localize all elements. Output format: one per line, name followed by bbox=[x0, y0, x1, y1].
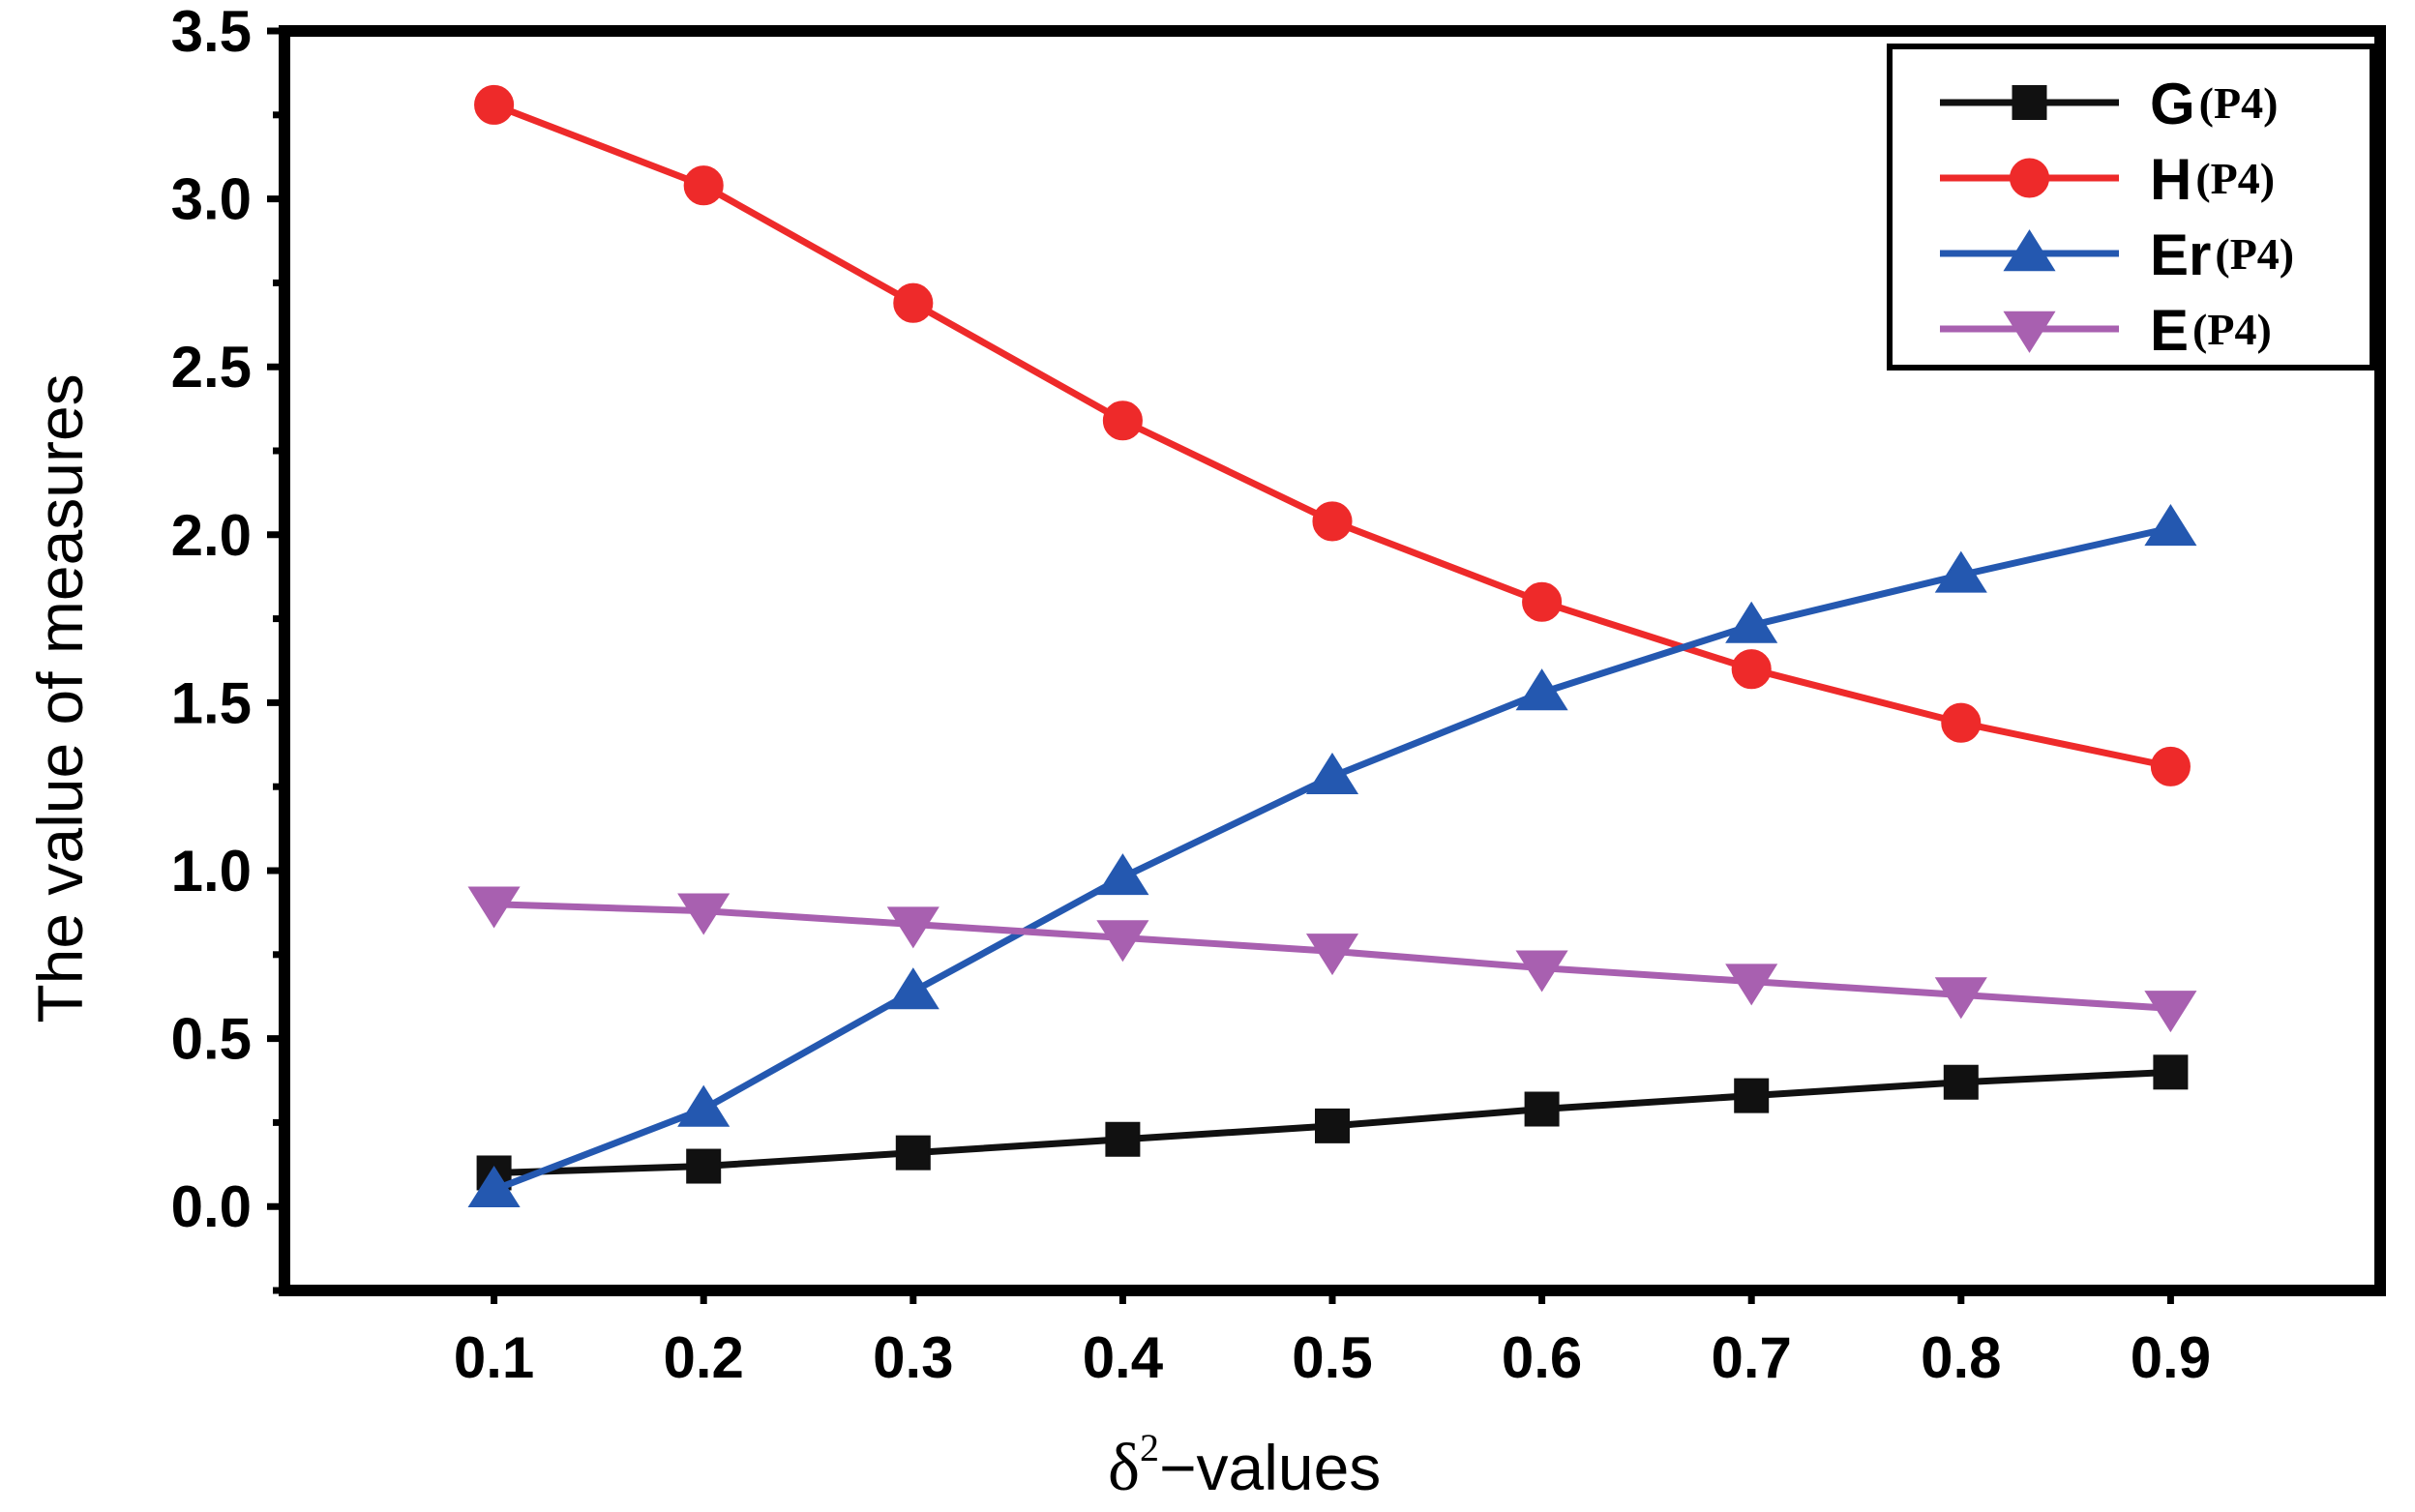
x-tick-label: 0.8 bbox=[1921, 1325, 2001, 1390]
data-point-g bbox=[1524, 1091, 1560, 1127]
legend-box bbox=[1887, 44, 2375, 371]
x-axis-title: δ2−values bbox=[1108, 1426, 1381, 1505]
series-h bbox=[474, 84, 2191, 786]
data-point-h bbox=[474, 84, 515, 125]
data-point-g bbox=[1315, 1108, 1350, 1143]
series-line-er bbox=[492, 524, 2172, 1194]
y-tick-label: 1.5 bbox=[171, 670, 252, 735]
data-point-e bbox=[1305, 934, 1359, 976]
data-point-er bbox=[1934, 550, 1987, 593]
legend-marker-h bbox=[2009, 158, 2050, 198]
legend-label-e: E(P4) bbox=[2150, 298, 2272, 363]
data-point-e bbox=[2144, 991, 2197, 1033]
data-point-e bbox=[1725, 964, 1778, 1006]
y-tick-label: 3.5 bbox=[171, 0, 252, 64]
legend-marker-e bbox=[2003, 311, 2056, 353]
x-axis: 0.1 0.2 0.3 0.4 0.5 0.6 0.7 0.8 0.9 bbox=[454, 1290, 2211, 1390]
legend-label-h: H(P4) bbox=[2150, 147, 2275, 212]
data-point-er bbox=[886, 967, 939, 1010]
x-tick-label: 0.3 bbox=[873, 1325, 953, 1390]
data-point-h bbox=[893, 282, 934, 323]
x-tick-label: 0.7 bbox=[1711, 1325, 1791, 1390]
y-tick-label: 0.5 bbox=[171, 1007, 252, 1072]
data-point-e bbox=[677, 893, 730, 935]
data-point-g bbox=[895, 1135, 931, 1171]
legend-item-e: E(P4) bbox=[1940, 298, 2272, 363]
y-tick-label: 2.5 bbox=[171, 335, 252, 400]
series-layer bbox=[467, 84, 2197, 1208]
data-point-g bbox=[1105, 1121, 1141, 1157]
data-point-h bbox=[683, 165, 724, 206]
legend-arg-h: (P4) bbox=[2195, 154, 2275, 203]
legend-label-er: Er(P4) bbox=[2150, 222, 2294, 287]
data-point-h bbox=[1731, 649, 1772, 690]
legend-arg-e: (P4) bbox=[2192, 305, 2272, 354]
y-tick-label: 1.0 bbox=[171, 839, 252, 904]
legend-marker-er bbox=[2003, 229, 2056, 272]
data-point-g bbox=[1943, 1064, 1979, 1100]
data-point-e bbox=[886, 906, 939, 949]
x-axis-title-rest: −values bbox=[1159, 1432, 1381, 1503]
x-tick-label: 0.4 bbox=[1083, 1325, 1164, 1390]
data-point-e bbox=[467, 886, 521, 929]
y-tick-label: 3.0 bbox=[171, 167, 252, 232]
x-tick-label: 0.2 bbox=[663, 1325, 743, 1390]
data-point-er bbox=[1305, 752, 1359, 794]
legend: G(P4) H(P4) Er(P4) E(P4) bbox=[1887, 44, 2375, 371]
data-point-e bbox=[1096, 920, 1149, 963]
series-er bbox=[467, 504, 2197, 1208]
data-point-h bbox=[2150, 746, 2191, 786]
legend-arg-g: (P4) bbox=[2199, 78, 2279, 128]
data-point-er bbox=[1096, 853, 1149, 896]
data-point-e bbox=[1934, 977, 1987, 1020]
data-point-h bbox=[1522, 581, 1563, 622]
legend-label-g: G(P4) bbox=[2150, 72, 2278, 136]
legend-arg-er: (P4) bbox=[2215, 229, 2294, 279]
x-axis-title-sup: 2 bbox=[1140, 1426, 1159, 1469]
y-axis-title: The value of measures bbox=[24, 373, 96, 1023]
legend-item-g: G(P4) bbox=[1940, 72, 2278, 136]
data-point-g bbox=[686, 1148, 722, 1184]
series-g bbox=[476, 1054, 2189, 1191]
x-tick-label: 0.9 bbox=[2131, 1325, 2211, 1390]
x-tick-label: 0.5 bbox=[1292, 1325, 1372, 1390]
data-point-g bbox=[1734, 1078, 1770, 1113]
y-tick-label: 0.0 bbox=[171, 1174, 252, 1239]
y-axis: 0.0 0.5 1.0 1.5 2.0 2.5 3.0 3.5 bbox=[171, 0, 284, 1294]
x-tick-label: 0.1 bbox=[454, 1325, 534, 1390]
data-point-h bbox=[1102, 400, 1143, 441]
x-tick-label: 0.6 bbox=[1502, 1325, 1582, 1390]
data-point-h bbox=[1312, 501, 1353, 542]
legend-marker-g bbox=[2012, 85, 2047, 120]
data-point-er bbox=[467, 1166, 521, 1208]
data-point-h bbox=[1941, 702, 1982, 743]
data-point-e bbox=[1515, 950, 1568, 993]
data-point-er bbox=[677, 1084, 730, 1127]
data-point-er bbox=[1725, 601, 1778, 643]
data-point-er bbox=[1515, 668, 1568, 711]
legend-item-er: Er(P4) bbox=[1940, 222, 2294, 287]
x-axis-title-symbol: δ bbox=[1108, 1431, 1140, 1505]
y-tick-label: 2.0 bbox=[171, 503, 252, 568]
data-point-g bbox=[2153, 1054, 2189, 1090]
series-e bbox=[467, 886, 2197, 1033]
legend-item-h: H(P4) bbox=[1940, 147, 2275, 212]
data-point-er bbox=[2144, 504, 2197, 547]
